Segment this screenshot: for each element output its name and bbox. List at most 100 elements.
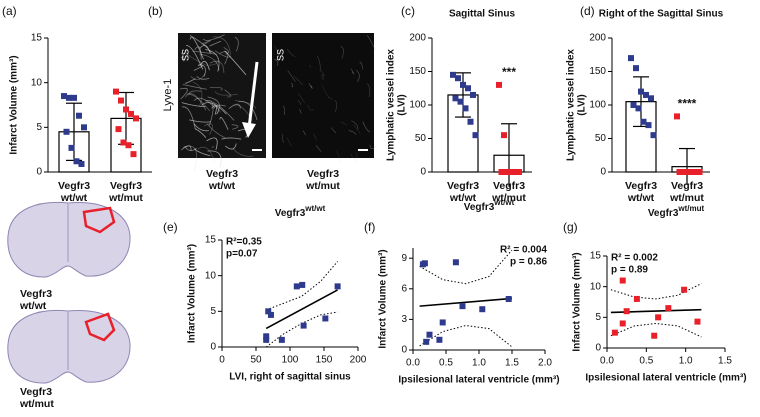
texture-streak bbox=[181, 102, 206, 108]
stats-label: p = 0.89 bbox=[611, 265, 648, 276]
x-tick-label: wt/mut bbox=[108, 192, 143, 204]
image-caption: wt/mut bbox=[19, 398, 54, 410]
data-point bbox=[128, 110, 134, 117]
texture-streak bbox=[207, 96, 220, 115]
confidence-band-upper bbox=[610, 283, 702, 300]
texture-streak bbox=[350, 68, 355, 75]
brain-section-images bbox=[7, 201, 131, 384]
texture-streak bbox=[287, 70, 296, 82]
texture-streak bbox=[356, 69, 360, 82]
panel-label: (c) bbox=[401, 4, 415, 18]
data-point bbox=[61, 93, 67, 100]
y-tick-label: 9 bbox=[401, 253, 407, 264]
significance-label: *** bbox=[502, 65, 516, 79]
texture-streak bbox=[206, 137, 218, 151]
image-caption: wt/wt bbox=[19, 300, 47, 312]
data-point bbox=[457, 98, 464, 105]
data-point bbox=[267, 311, 274, 318]
data-point bbox=[66, 94, 72, 101]
stats-label: p=0.07 bbox=[226, 249, 258, 260]
x-tick-label: 2.0 bbox=[538, 358, 552, 369]
data-point bbox=[643, 91, 649, 98]
y-tick-label: 100 bbox=[589, 100, 606, 111]
data-point bbox=[293, 283, 300, 290]
data-point bbox=[619, 277, 626, 284]
texture-streak bbox=[200, 60, 210, 71]
texture-streak bbox=[334, 100, 338, 112]
texture-streak bbox=[351, 120, 359, 130]
data-point bbox=[452, 259, 459, 266]
texture-streak bbox=[185, 45, 204, 70]
texture-streak bbox=[283, 105, 286, 115]
texture-streak bbox=[367, 83, 371, 98]
y-tick-label: 100 bbox=[409, 100, 426, 111]
texture-streak bbox=[336, 150, 341, 163]
y-tick-label: 6 bbox=[401, 283, 407, 294]
texture-streak bbox=[224, 143, 237, 150]
data-point bbox=[472, 132, 479, 139]
texture-streak bbox=[209, 60, 218, 66]
y-tick-label: 0 bbox=[600, 167, 606, 178]
y-tick-label: 10 bbox=[590, 281, 602, 292]
texture-streak bbox=[274, 59, 279, 66]
texture-streak bbox=[198, 63, 206, 77]
data-point bbox=[686, 169, 693, 175]
texture-streak bbox=[181, 106, 196, 130]
y-tick-label: 200 bbox=[409, 33, 426, 44]
data-point bbox=[640, 118, 647, 125]
data-point bbox=[452, 95, 459, 102]
x-tick-label: 0.5 bbox=[639, 356, 653, 367]
data-point bbox=[421, 260, 428, 267]
stats-label: R² = 0.004 bbox=[500, 245, 547, 256]
image-caption: wt/mut bbox=[305, 180, 340, 192]
significance-label: **** bbox=[678, 97, 697, 111]
texture-streak bbox=[219, 117, 229, 130]
texture-streak bbox=[299, 109, 302, 114]
texture-streak bbox=[231, 124, 239, 130]
data-point bbox=[623, 308, 630, 315]
texture-streak bbox=[211, 104, 218, 115]
panel-label: (g) bbox=[563, 220, 578, 234]
texture-streak bbox=[317, 56, 321, 72]
texture-streak bbox=[359, 61, 364, 70]
y-tick-label: 5 bbox=[36, 122, 42, 133]
x-tick-label: Vegfr3 bbox=[58, 180, 90, 192]
x-tick-label: 1.0 bbox=[472, 358, 486, 369]
micrograph bbox=[178, 33, 266, 158]
data-point bbox=[470, 91, 476, 98]
texture-streak bbox=[192, 50, 217, 55]
texture-streak bbox=[298, 92, 305, 103]
x-tick-label: 0 bbox=[219, 355, 225, 366]
data-point bbox=[676, 169, 683, 175]
stats-label: R² = 0.002 bbox=[611, 253, 658, 264]
texture-streak bbox=[328, 96, 333, 100]
texture-streak bbox=[369, 144, 377, 149]
texture-streak bbox=[340, 46, 344, 59]
confidence-band-lower bbox=[610, 322, 702, 338]
x-tick-label: Vegfr3 bbox=[671, 180, 703, 192]
data-point bbox=[130, 151, 137, 158]
texture-streak bbox=[207, 150, 222, 168]
texture-streak bbox=[319, 69, 325, 76]
texture-streak bbox=[192, 81, 203, 107]
stain-label: Lyve-1 bbox=[162, 79, 174, 112]
data-point bbox=[628, 55, 634, 62]
y-axis-label: Infarct Volume (mm³) bbox=[187, 244, 198, 343]
panel-label: (f) bbox=[364, 220, 375, 234]
data-point bbox=[630, 102, 637, 108]
x-tick-label: 0.5 bbox=[439, 358, 453, 369]
data-point bbox=[133, 115, 139, 122]
stats-label: R²=0.35 bbox=[226, 237, 262, 248]
data-point bbox=[120, 139, 127, 146]
data-point bbox=[645, 122, 652, 129]
arrow-head bbox=[242, 122, 256, 138]
inset-label: SS bbox=[180, 49, 190, 61]
x-tick-label: wt/mut bbox=[669, 192, 704, 204]
data-point bbox=[465, 85, 471, 92]
texture-streak bbox=[193, 97, 214, 107]
texture-streak bbox=[188, 90, 201, 95]
data-point bbox=[334, 283, 341, 290]
brain-image bbox=[7, 309, 131, 384]
panel-label: (b) bbox=[148, 4, 163, 18]
